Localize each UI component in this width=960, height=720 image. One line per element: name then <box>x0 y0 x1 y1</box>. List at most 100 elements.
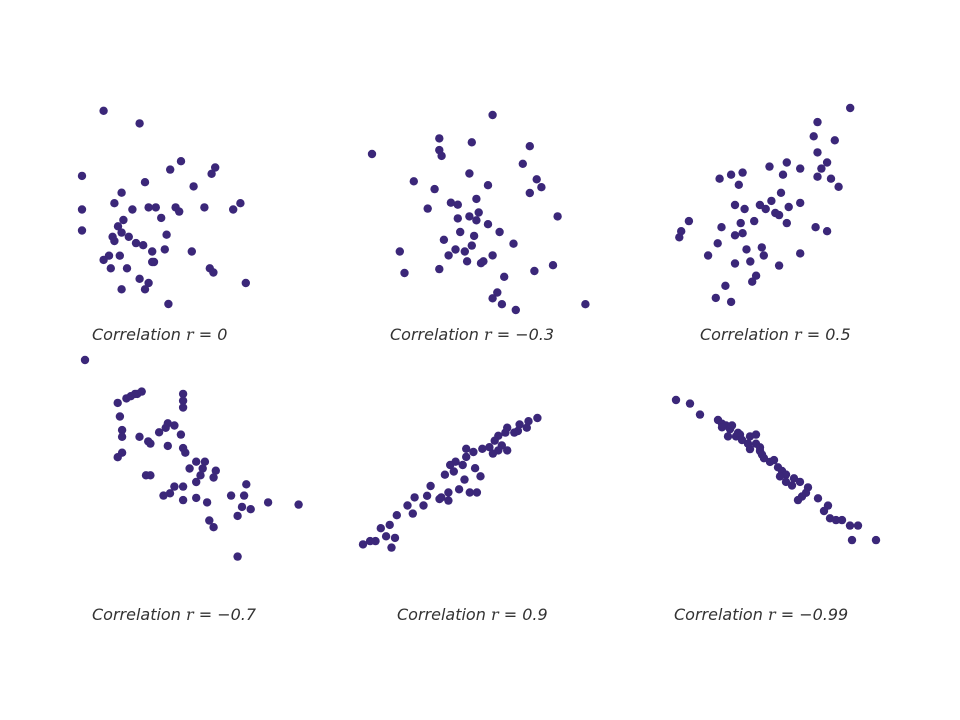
data-point <box>726 297 736 307</box>
data-point <box>525 142 534 151</box>
data-point <box>472 488 482 497</box>
data-point <box>853 521 863 530</box>
data-point <box>819 506 829 516</box>
data-point <box>209 268 218 277</box>
data-point <box>117 432 127 441</box>
data-point <box>226 491 236 500</box>
data-point <box>671 395 681 405</box>
data-point <box>385 520 394 530</box>
data-point <box>449 467 458 476</box>
data-point <box>365 536 375 546</box>
data-point <box>157 213 166 223</box>
data-point <box>793 495 803 505</box>
data-point <box>135 274 144 283</box>
equals-sign: = <box>496 325 511 344</box>
data-point <box>715 174 724 183</box>
data-point <box>723 432 733 441</box>
data-point <box>733 428 743 437</box>
data-point <box>476 472 485 481</box>
data-point <box>460 475 469 484</box>
data-point <box>826 174 836 183</box>
data-point <box>717 423 727 432</box>
data-point <box>465 488 474 497</box>
r-value: −0.3 <box>515 325 555 344</box>
scatter-panel-r-0-5 <box>662 103 855 310</box>
data-point <box>451 245 460 254</box>
data-point <box>778 170 788 179</box>
data-point <box>509 239 518 248</box>
data-point <box>435 264 444 274</box>
data-point <box>757 243 766 252</box>
data-point <box>822 158 832 167</box>
data-point <box>233 552 242 561</box>
data-point <box>444 496 453 505</box>
data-point <box>453 200 462 209</box>
data-point <box>207 169 216 178</box>
data-point <box>532 175 541 184</box>
data-point <box>454 485 464 494</box>
data-point <box>553 212 562 221</box>
caption-prefix: Correlation <box>92 605 181 624</box>
data-point <box>178 389 188 399</box>
data-point <box>446 460 455 470</box>
r-symbol: r <box>185 605 194 624</box>
data-point <box>846 103 855 113</box>
data-point <box>474 208 483 217</box>
data-point <box>77 171 87 181</box>
data-point <box>128 205 137 214</box>
caption-r-0-5: Correlation r = 0.5 <box>700 325 851 344</box>
data-point <box>784 202 793 212</box>
data-point <box>246 505 255 514</box>
data-point <box>776 188 786 197</box>
data-point <box>294 500 303 509</box>
data-point <box>444 251 453 260</box>
data-point <box>426 481 435 491</box>
data-point <box>462 452 471 462</box>
data-point <box>162 230 171 239</box>
data-point <box>154 428 164 437</box>
data-point <box>237 502 247 512</box>
data-point <box>381 532 391 541</box>
data-point <box>242 480 251 489</box>
data-point <box>738 229 747 238</box>
data-point <box>727 421 737 430</box>
data-point <box>830 136 839 145</box>
scatter-panel-r-neg-0-3 <box>367 110 604 315</box>
data-point <box>684 216 694 226</box>
data-point <box>163 441 172 451</box>
data-point <box>743 439 753 448</box>
data-point <box>837 515 847 525</box>
data-point <box>500 272 509 281</box>
data-point <box>392 511 401 520</box>
scatter-panel-r-neg-0-7 <box>80 355 303 586</box>
data-point <box>440 470 450 479</box>
data-point <box>782 218 791 228</box>
data-point <box>469 447 478 457</box>
data-point <box>456 227 465 237</box>
data-point <box>175 207 184 216</box>
data-point <box>80 355 90 365</box>
scatter-panel-r-0-9 <box>358 413 542 580</box>
data-point <box>166 165 175 174</box>
data-point <box>511 305 520 315</box>
data-point <box>140 178 150 187</box>
data-point <box>437 493 446 502</box>
data-point <box>685 399 695 408</box>
data-point <box>205 516 214 525</box>
data-point <box>782 158 791 167</box>
data-point <box>472 216 481 225</box>
r-value: −0.99 <box>799 605 849 624</box>
data-point <box>170 421 179 430</box>
r-value: 0.9 <box>522 605 548 624</box>
data-point <box>750 216 759 226</box>
data-point <box>703 251 713 260</box>
equals-sign: = <box>503 605 518 624</box>
data-point <box>403 501 412 510</box>
data-point <box>165 489 175 498</box>
data-point <box>738 168 747 177</box>
data-point <box>730 231 740 240</box>
data-point <box>99 255 108 265</box>
data-point <box>769 455 779 465</box>
data-point <box>530 266 539 276</box>
caption-prefix: Correlation <box>390 325 479 344</box>
